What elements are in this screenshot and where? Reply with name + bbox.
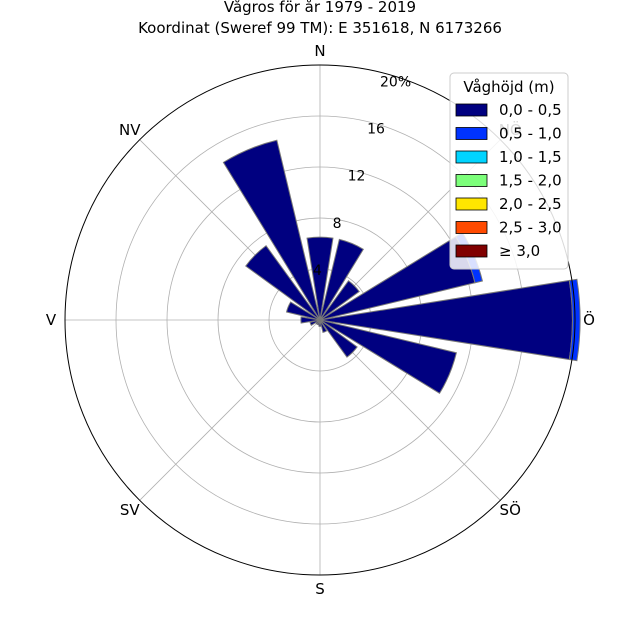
legend-swatch bbox=[455, 150, 488, 164]
legend-label: 2,0 - 2,5 bbox=[499, 195, 562, 213]
legend-label: 1,5 - 2,0 bbox=[499, 172, 562, 190]
rose-bar-N-0 bbox=[306, 236, 334, 321]
direction-label-S: S bbox=[315, 580, 325, 598]
legend-label: ≥ 3,0 bbox=[499, 242, 540, 260]
legend-swatch bbox=[455, 244, 488, 258]
outer-frame bbox=[64, 64, 576, 576]
rose-bar-S-0 bbox=[318, 319, 322, 327]
legend-label: 2,5 - 3,0 bbox=[499, 219, 562, 237]
direction-label-N: N bbox=[314, 42, 325, 60]
outer-circle bbox=[64, 64, 576, 576]
rose-bar-NNV-0 bbox=[222, 139, 321, 321]
rose-bar-SSÖ-0 bbox=[319, 319, 328, 334]
chart-subtitle: Koordinat (Sweref 99 TM): E 351618, N 61… bbox=[138, 19, 502, 37]
direction-label-SÖ: SÖ bbox=[500, 500, 521, 519]
rose-bar-NÖ-0 bbox=[319, 280, 360, 321]
legend-label: 1,0 - 1,5 bbox=[499, 148, 562, 166]
rose-bar-VNV-0 bbox=[285, 301, 321, 321]
radial-tick-label: 20% bbox=[380, 74, 411, 90]
rose-bar-NNÖ-0 bbox=[319, 238, 364, 321]
legend-box bbox=[449, 72, 569, 270]
grid-spoke bbox=[139, 319, 321, 501]
legend-swatch bbox=[455, 103, 488, 117]
radial-tick-label: 4 bbox=[313, 263, 322, 279]
legend-swatch bbox=[455, 174, 488, 187]
rose-bars bbox=[222, 139, 581, 394]
radial-tick-label: 8 bbox=[333, 216, 342, 232]
legend-swatch bbox=[455, 197, 488, 211]
radial-tick-label: 16 bbox=[367, 122, 385, 138]
radial-tick-label: 12 bbox=[348, 169, 366, 185]
legend-swatch bbox=[455, 221, 488, 234]
rose-bar-ÖSÖ-0 bbox=[319, 319, 457, 394]
direction-label-V: V bbox=[46, 311, 57, 329]
legend: Våghöjd (m) 0,0 - 0,5 0,5 - 1,0 1,0 - 1,5 1… bbox=[449, 72, 569, 270]
rose-bar-V-0 bbox=[300, 316, 321, 324]
direction-label-NV: NV bbox=[119, 121, 141, 139]
legend-title: Våghöjd (m) bbox=[463, 78, 554, 96]
legend-swatch bbox=[455, 127, 488, 140]
chart-title: Vågros för år 1979 - 2019 bbox=[223, 0, 417, 16]
direction-label-Ö: Ö bbox=[583, 310, 595, 329]
direction-label-SV: SV bbox=[120, 501, 141, 519]
rose-bar-SÖ-0 bbox=[319, 319, 358, 358]
legend-label: 0,0 - 0,5 bbox=[499, 101, 562, 119]
legend-label: 0,5 - 1,0 bbox=[499, 125, 562, 143]
rose-bar-VSV-0 bbox=[309, 319, 321, 327]
rose-bar-NV-0 bbox=[245, 245, 321, 321]
legend-items: 0,0 - 0,5 0,5 - 1,0 1,0 - 1,5 1,5 - 2,0 2,0 … bbox=[455, 101, 562, 260]
